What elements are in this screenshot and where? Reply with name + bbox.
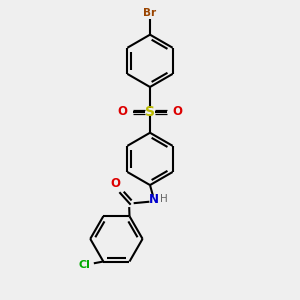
Text: Br: Br [143, 8, 157, 18]
Text: O: O [117, 106, 128, 118]
Text: O: O [172, 106, 183, 118]
Text: O: O [111, 177, 121, 190]
Text: N: N [148, 193, 159, 206]
Text: H: H [160, 194, 168, 204]
Text: Cl: Cl [79, 260, 91, 270]
Text: S: S [145, 105, 155, 119]
